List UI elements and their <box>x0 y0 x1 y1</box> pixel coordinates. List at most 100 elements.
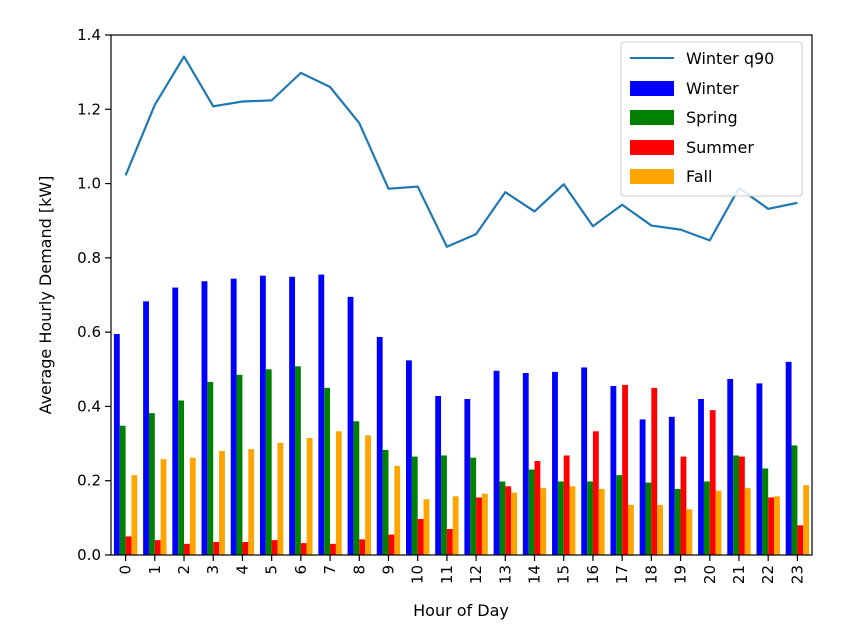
bar-winter-22 <box>756 383 763 555</box>
x-tick-label: 7 <box>321 565 339 575</box>
bar-summer-8 <box>359 539 366 555</box>
x-tick-label: 21 <box>730 565 748 584</box>
bar-fall-0 <box>131 475 138 555</box>
y-tick-label: 1.0 <box>77 175 101 193</box>
bar-winter-2 <box>172 287 179 555</box>
bar-fall-4 <box>248 449 255 555</box>
bar-fall-1 <box>160 459 167 555</box>
bar-fall-3 <box>219 451 225 555</box>
bar-summer-22 <box>768 497 775 555</box>
line-winter-q90 <box>124 55 798 248</box>
bar-summer-9 <box>388 534 395 555</box>
bar-spring-9 <box>382 449 389 555</box>
bar-fall-23 <box>803 485 810 555</box>
bar-summer-13 <box>505 486 512 555</box>
x-tick-label: 19 <box>672 565 690 584</box>
bar-spring-11 <box>441 455 447 555</box>
legend-label-fall: Fall <box>686 167 712 186</box>
bar-winter-17 <box>610 386 617 555</box>
bar-spring-22 <box>762 468 769 555</box>
x-tick-label: 2 <box>175 565 193 575</box>
bar-fall-16 <box>598 488 605 555</box>
bar-winter-6 <box>289 276 296 555</box>
bar-winter-8 <box>347 296 354 555</box>
x-tick-label: 6 <box>292 565 310 575</box>
x-tick-label: 17 <box>613 565 631 584</box>
bar-winter-16 <box>581 367 588 555</box>
bar-winter-13 <box>493 370 500 555</box>
x-tick-label: 4 <box>233 565 251 575</box>
legend-swatch-spring <box>630 110 674 125</box>
x-tick-label: 0 <box>117 565 135 575</box>
bar-summer-2 <box>184 543 190 555</box>
bar-winter-14 <box>522 373 529 555</box>
bar-fall-10 <box>423 499 430 555</box>
bar-spring-2 <box>178 400 185 555</box>
x-axis-label: Hour of Day <box>413 601 509 620</box>
bar-fall-15 <box>569 486 576 555</box>
plot-frame <box>110 34 813 556</box>
y-tick-label: 0.4 <box>77 397 101 415</box>
bar-fall-17 <box>627 504 634 555</box>
bar-fall-22 <box>774 496 780 555</box>
bar-spring-8 <box>353 421 360 555</box>
x-tick-label: 22 <box>759 565 777 584</box>
bar-summer-17 <box>622 384 628 555</box>
bar-fall-5 <box>277 442 284 555</box>
bar-summer-23 <box>797 525 804 555</box>
x-tick-label: 20 <box>701 565 719 584</box>
bar-summer-11 <box>446 529 453 555</box>
bars-layer <box>113 274 810 555</box>
x-tick-label: 5 <box>263 565 281 575</box>
y-tick-label: 0.0 <box>77 546 101 564</box>
bar-summer-21 <box>738 456 745 555</box>
bar-winter-3 <box>201 281 208 555</box>
y-tick-label: 0.8 <box>77 249 101 267</box>
y-tick-label: 1.4 <box>77 26 101 44</box>
bar-spring-5 <box>265 369 272 555</box>
x-tick-label: 13 <box>496 565 514 584</box>
bar-spring-18 <box>645 482 652 555</box>
bar-spring-0 <box>119 425 126 555</box>
bar-spring-21 <box>733 455 739 555</box>
bar-winter-12 <box>464 399 471 555</box>
bar-spring-17 <box>616 475 623 555</box>
bar-summer-3 <box>213 542 220 555</box>
legend-label-winter: Winter <box>686 79 739 98</box>
y-tick-label: 0.6 <box>77 323 101 341</box>
y-axis-label: Average Hourly Demand [kW] <box>36 176 55 415</box>
bar-spring-15 <box>557 481 564 555</box>
x-tick-label: 16 <box>584 565 602 584</box>
bar-summer-12 <box>476 497 482 555</box>
legend-swatch-summer <box>630 140 674 155</box>
bar-spring-3 <box>207 381 214 555</box>
x-tick-label: 10 <box>409 565 427 584</box>
bar-spring-10 <box>411 456 418 555</box>
bar-summer-16 <box>592 431 599 555</box>
bar-winter-21 <box>727 378 734 555</box>
x-tick-label: 3 <box>204 565 222 575</box>
bar-fall-11 <box>452 496 459 555</box>
x-tick-label: 14 <box>526 565 544 584</box>
bar-summer-6 <box>300 543 307 555</box>
line-layer <box>124 55 798 248</box>
bar-summer-20 <box>709 410 716 555</box>
legend-box <box>620 41 803 197</box>
bar-summer-4 <box>242 542 249 555</box>
bar-fall-7 <box>335 431 342 555</box>
bar-fall-14 <box>540 488 547 555</box>
bar-winter-15 <box>552 371 558 555</box>
bar-spring-12 <box>470 457 477 555</box>
x-tick-label: 15 <box>555 565 573 584</box>
bar-summer-0 <box>125 536 132 555</box>
legend-label-summer: Summer <box>686 138 754 157</box>
bar-winter-11 <box>435 396 442 555</box>
bar-summer-10 <box>417 518 424 555</box>
bar-summer-1 <box>154 540 161 555</box>
bar-winter-9 <box>376 336 383 555</box>
bar-winter-5 <box>259 275 266 555</box>
bar-winter-23 <box>785 361 792 555</box>
bar-summer-15 <box>563 455 570 555</box>
x-tick-label: 23 <box>788 565 806 584</box>
